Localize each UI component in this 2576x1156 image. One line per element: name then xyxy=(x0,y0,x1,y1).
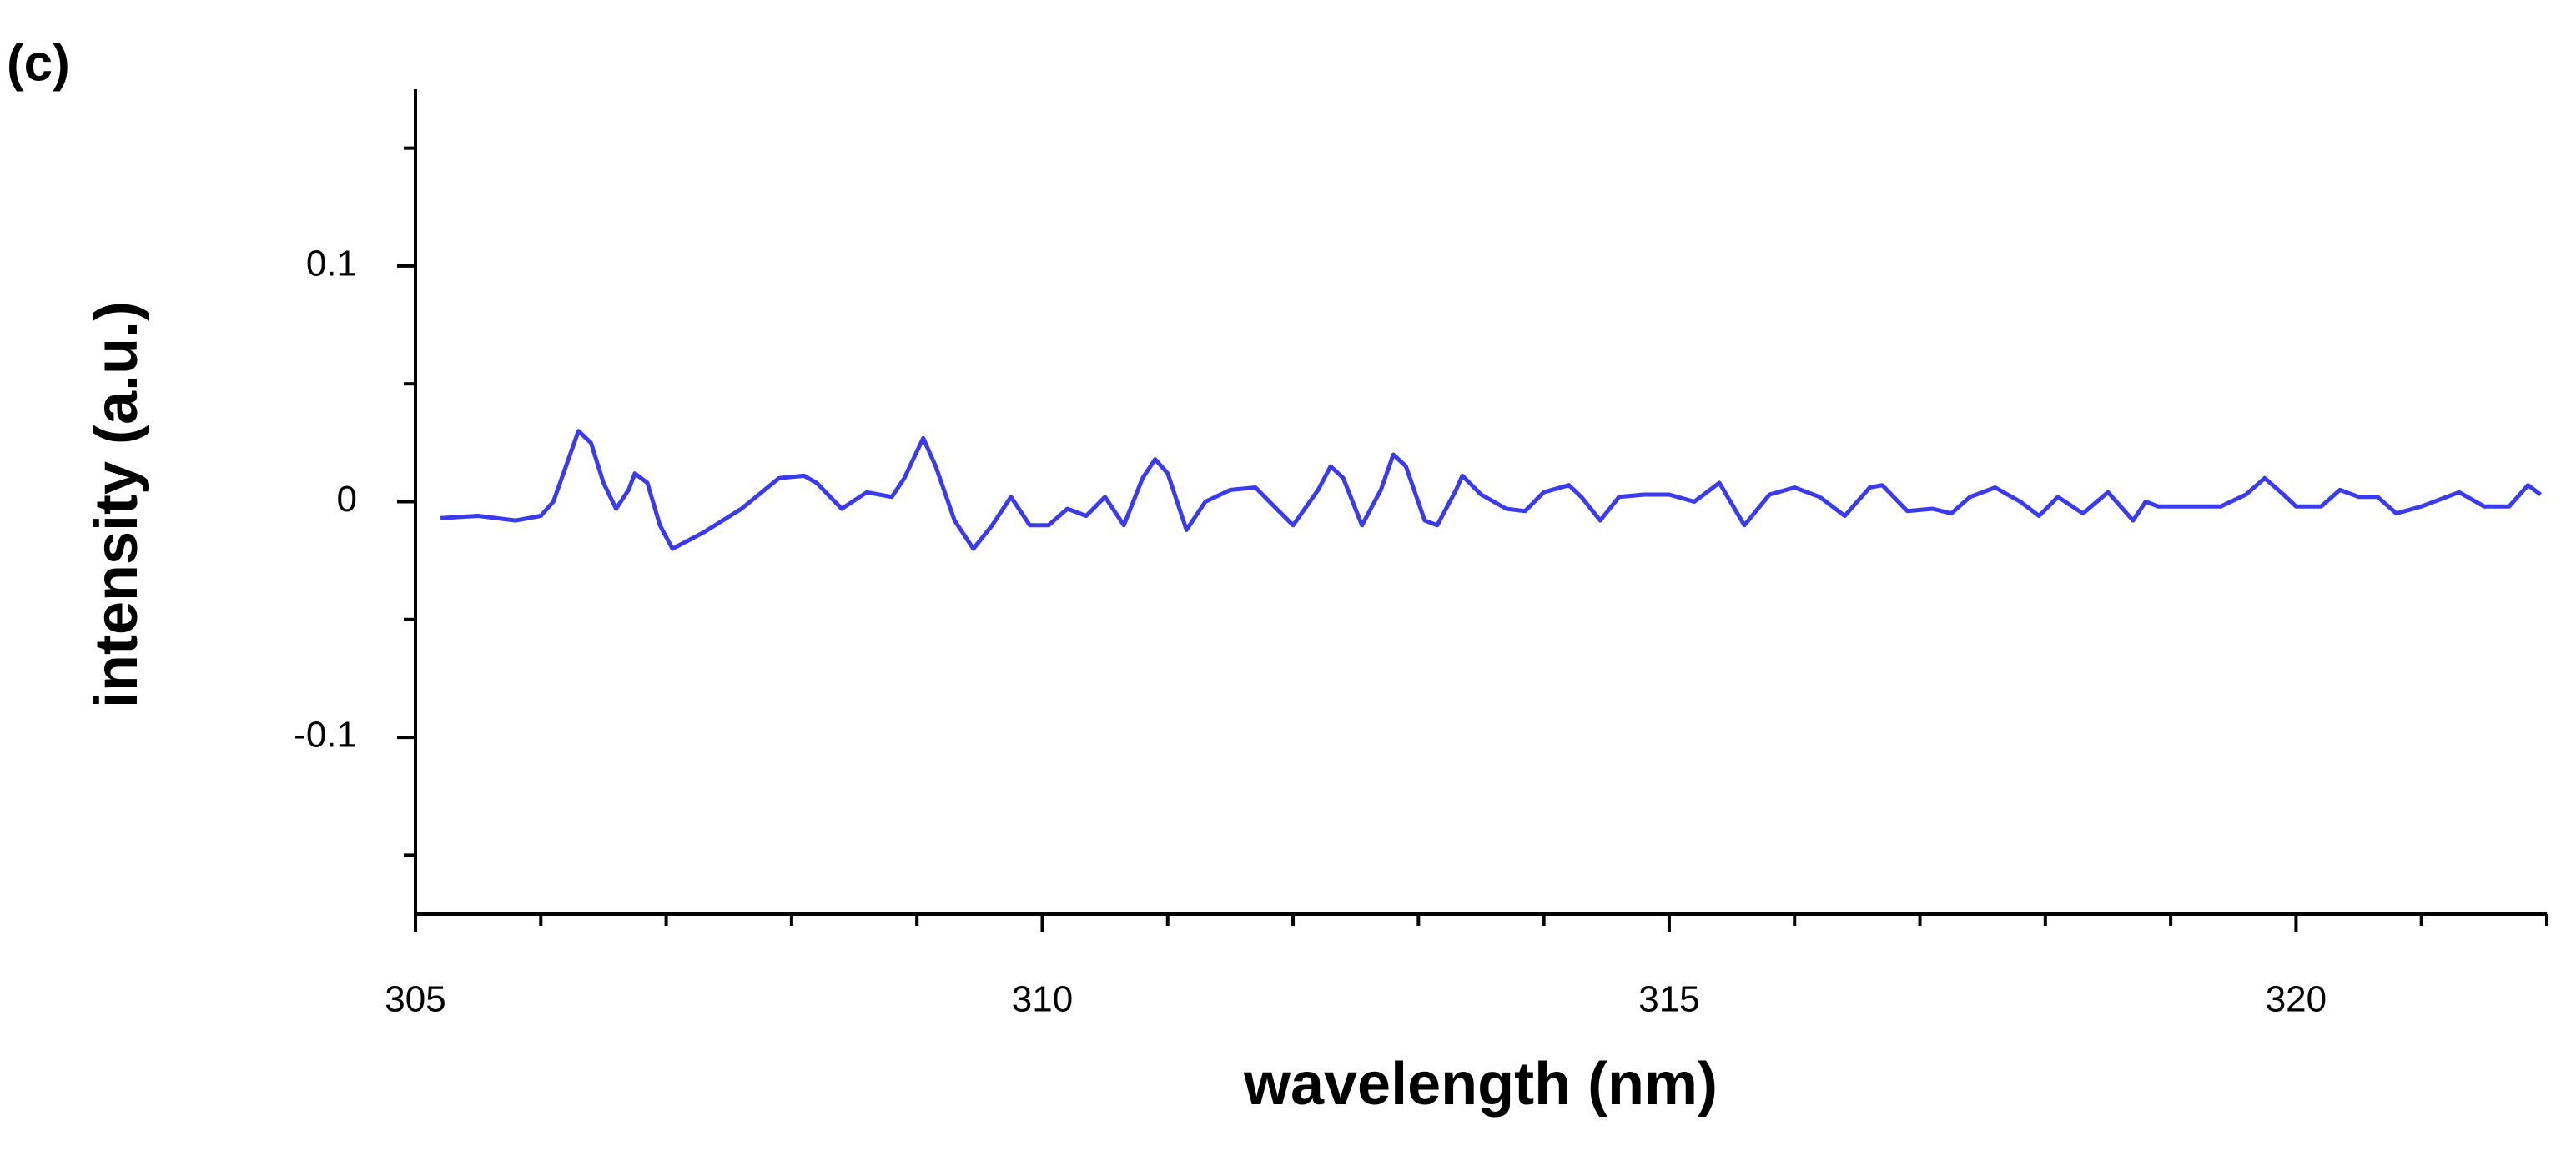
data-line xyxy=(440,429,2543,551)
x-tick-label: 310 xyxy=(1012,979,1073,1020)
x-tick-label: 315 xyxy=(1638,979,1699,1020)
panel-label: (c) xyxy=(7,34,70,92)
x-axis-title: wavelength (nm) xyxy=(1243,1051,1718,1118)
y-tick-label: -0.1 xyxy=(294,715,357,756)
y-axis-title: intensity (a.u.) xyxy=(83,301,150,708)
x-tick-label: 305 xyxy=(385,979,445,1020)
y-tick-label: 0.1 xyxy=(306,244,357,284)
y-tick-label: 0 xyxy=(337,479,357,520)
x-tick-label: 320 xyxy=(2266,979,2327,1020)
